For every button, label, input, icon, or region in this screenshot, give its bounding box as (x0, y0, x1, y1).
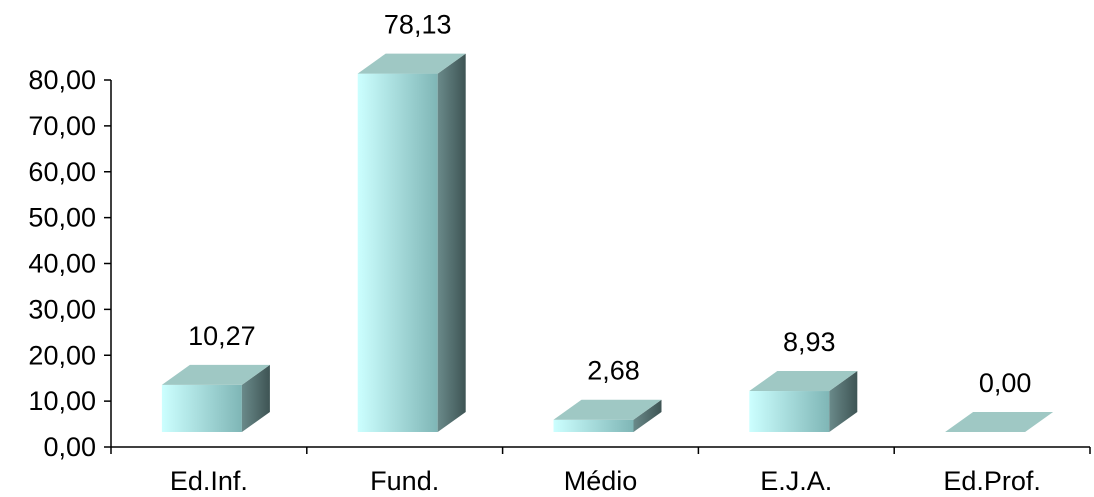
bar (749, 371, 858, 432)
data-label: 8,93 (783, 327, 836, 357)
y-tick-label: 70,00 (28, 111, 96, 141)
y-tick-label: 40,00 (28, 249, 96, 279)
y-tick-label: 60,00 (28, 157, 96, 187)
x-category-label: E.J.A. (760, 466, 832, 496)
y-tick-label: 30,00 (28, 294, 96, 324)
y-tick-label: 20,00 (28, 340, 96, 370)
data-label: 0,00 (979, 368, 1032, 398)
bar (357, 53, 466, 433)
labels-layer: 10,27 Ed.Inf. 78,13 Fund. 2,68 Médio 8,93 E.J.A… (170, 10, 1041, 496)
bar-top (357, 53, 466, 74)
bar-front (357, 73, 438, 433)
data-label: 2,68 (587, 356, 640, 386)
bar (161, 364, 270, 432)
bar-top (749, 371, 858, 392)
bar-front (161, 384, 242, 432)
data-label: 10,27 (188, 321, 256, 351)
x-category-label: Médio (564, 466, 638, 496)
axis-layer: 0,00 10,00 20,00 30,00 40,00 50,00 60,00 70,00 8… (28, 65, 1091, 462)
y-tick-label: 80,00 (28, 65, 96, 95)
bar-side (241, 364, 270, 432)
x-category-label: Ed.Prof. (943, 466, 1041, 496)
bar-side (437, 53, 466, 433)
bar-top (553, 399, 662, 420)
bar (945, 412, 1054, 432)
bar-side (633, 399, 662, 432)
bar-top (945, 412, 1054, 432)
x-category-label: Fund. (370, 466, 439, 496)
y-tick-label: 0,00 (43, 432, 96, 462)
data-label: 78,13 (384, 10, 452, 40)
x-category-label: Ed.Inf. (170, 466, 248, 496)
bar-front (553, 419, 634, 432)
y-tick-label: 10,00 (28, 386, 96, 416)
bars-layer (161, 53, 1054, 433)
bar (553, 399, 662, 432)
bar-top (161, 364, 270, 385)
bar-side (829, 371, 858, 432)
bar-front (749, 391, 830, 432)
y-tick-label: 50,00 (28, 203, 96, 233)
